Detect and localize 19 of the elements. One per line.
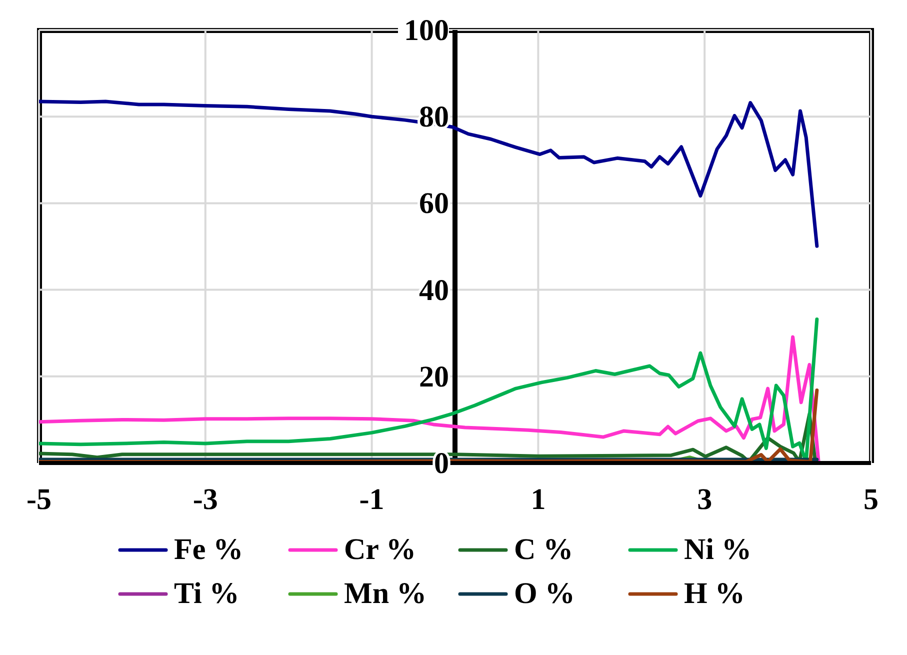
legend-label: C %	[514, 533, 574, 567]
legend-label: Fe %	[174, 533, 244, 567]
y-tick-label: 40	[419, 274, 449, 307]
y-tick-label: 20	[419, 360, 449, 394]
legend-label: Mn %	[344, 577, 426, 611]
x-tick-label: 5	[864, 483, 878, 516]
y-tick-label: 100	[404, 14, 449, 47]
x-tick-label: 1	[530, 483, 546, 516]
x-tick-label: -1	[359, 483, 384, 516]
x-tick-label: -3	[192, 483, 218, 516]
legend-label: Ni %	[684, 533, 752, 567]
legend-label: O %	[514, 577, 575, 611]
x-tick-label: -5	[26, 483, 52, 516]
line-series	[39, 100, 819, 248]
y-tick-label: 60	[419, 187, 449, 220]
legend-label: Ti %	[174, 577, 240, 611]
legend-label: H %	[684, 577, 745, 611]
x-tick-label: 3	[697, 483, 712, 516]
legend-label: Cr %	[344, 533, 416, 567]
